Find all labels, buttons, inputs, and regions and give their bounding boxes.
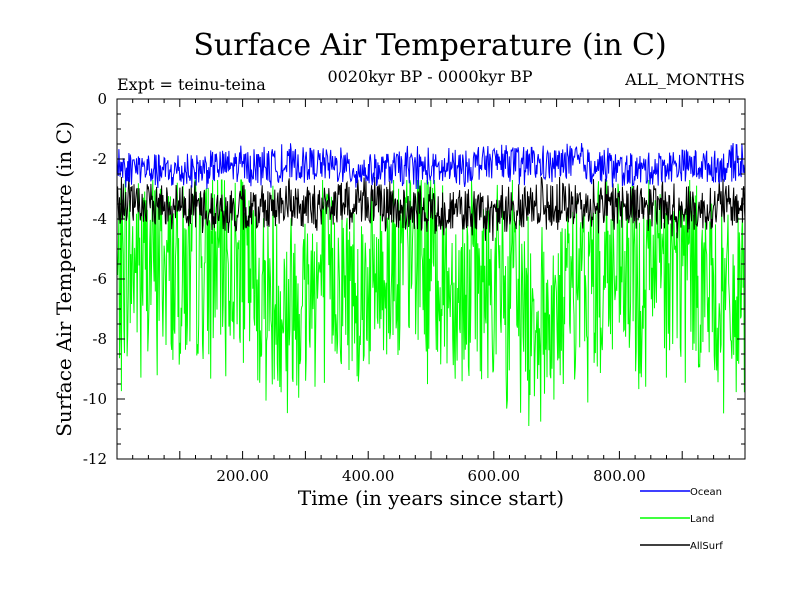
y-tick-label: -6 — [92, 270, 107, 288]
x-tick-label: 400.00 — [342, 467, 395, 485]
chart-title: Surface Air Temperature (in C) — [193, 28, 666, 63]
y-tick-label: -2 — [92, 150, 107, 168]
series-land-line — [116, 178, 746, 427]
legend-label-land: Land — [690, 514, 714, 525]
y-tick-labels: 0 -2 -4 -6 -8 -10 -12 — [83, 90, 107, 468]
x-axis-label: Time (in years since start) — [298, 486, 564, 510]
y-tick-label: -4 — [92, 210, 107, 228]
y-tick-label: -10 — [83, 390, 107, 408]
x-tick-label: 800.00 — [593, 467, 646, 485]
y-tick-label: -8 — [92, 330, 107, 348]
legend-label-ocean: Ocean — [690, 487, 722, 498]
legend: Ocean Land AllSurf — [640, 487, 723, 552]
x-tick-label: 600.00 — [468, 467, 521, 485]
experiment-label: Expt = teinu-teina — [117, 75, 266, 94]
series-allsurf-line — [116, 176, 746, 242]
x-tick-label: 200.00 — [216, 467, 269, 485]
axis-ticks — [117, 99, 745, 459]
series-ocean-line — [116, 142, 746, 190]
y-tick-label: -12 — [83, 450, 107, 468]
x-tick-labels: 200.00 400.00 600.00 800.00 — [216, 467, 645, 485]
series-layer — [116, 142, 746, 427]
months-label: ALL_MONTHS — [624, 70, 745, 89]
time-range-label: 0020kyr BP - 0000kyr BP — [328, 67, 533, 86]
y-axis-label: Surface Air Temperature (in C) — [52, 121, 76, 437]
y-tick-label: 0 — [97, 90, 107, 108]
legend-label-allsurf: AllSurf — [690, 541, 723, 552]
